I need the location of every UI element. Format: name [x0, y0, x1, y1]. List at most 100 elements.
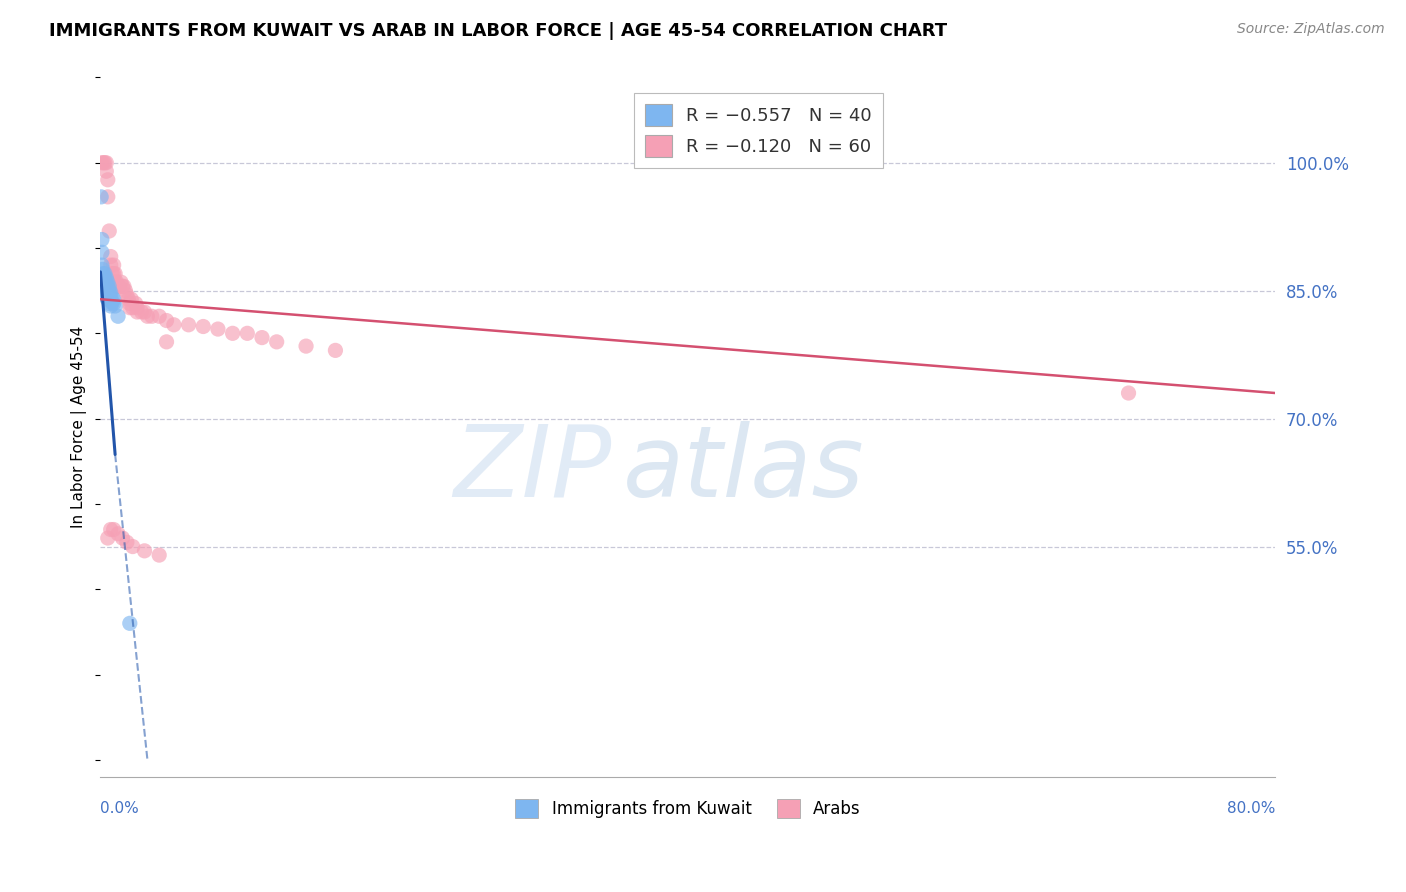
Point [98, 224, 121, 238]
Point [107, 279, 129, 293]
Point [97, 190, 120, 204]
Text: IMMIGRANTS FROM KUWAIT VS ARAB IN LABOR FORCE | AGE 45-54 CORRELATION CHART: IMMIGRANTS FROM KUWAIT VS ARAB IN LABOR … [49, 22, 948, 40]
Point [97, 292, 120, 306]
Point [100, 258, 122, 272]
Point [101, 267, 124, 281]
Point [107, 310, 129, 324]
Point [100, 250, 122, 264]
Point [118, 301, 141, 315]
Point [94, 284, 117, 298]
Point [90, 190, 112, 204]
Legend: Immigrants from Kuwait, Arabs: Immigrants from Kuwait, Arabs [509, 792, 868, 824]
Point [134, 305, 156, 319]
Point [93, 279, 115, 293]
Text: atlas: atlas [623, 421, 865, 517]
Point [148, 310, 170, 324]
Point [103, 296, 125, 310]
Point [100, 290, 122, 304]
Point [93, 275, 115, 289]
Point [97, 284, 120, 298]
Point [93, 267, 115, 281]
Point [90, 155, 112, 169]
Point [101, 275, 124, 289]
Point [97, 173, 120, 187]
Point [101, 295, 124, 310]
Point [103, 523, 125, 537]
Point [97, 531, 120, 545]
Point [103, 292, 125, 306]
Point [221, 326, 243, 341]
Point [94, 155, 117, 169]
Point [118, 616, 141, 631]
Point [155, 334, 177, 349]
Point [98, 292, 121, 306]
Point [117, 292, 139, 306]
Point [118, 296, 141, 310]
Point [127, 301, 149, 315]
Point [91, 262, 114, 277]
Text: Source: ZipAtlas.com: Source: ZipAtlas.com [1237, 22, 1385, 37]
Point [104, 275, 127, 289]
Point [207, 322, 229, 336]
Point [250, 330, 273, 344]
Point [108, 279, 131, 293]
Point [107, 526, 129, 541]
Point [93, 271, 115, 285]
Point [105, 279, 128, 293]
Point [103, 258, 125, 272]
Point [104, 267, 127, 281]
Text: 80.0%: 80.0% [1227, 801, 1275, 816]
Point [100, 299, 122, 313]
Point [125, 296, 148, 310]
Point [103, 267, 125, 281]
Point [100, 293, 122, 308]
Point [325, 343, 347, 358]
Point [98, 296, 121, 310]
Point [121, 301, 143, 315]
Point [112, 279, 135, 293]
Point [96, 155, 118, 169]
Point [127, 305, 149, 319]
Point [96, 282, 118, 296]
Point [94, 275, 117, 289]
Y-axis label: In Labor Force | Age 45-54: In Labor Force | Age 45-54 [72, 326, 87, 528]
Point [1118, 386, 1140, 401]
Point [105, 275, 128, 289]
Point [141, 310, 163, 324]
Point [96, 285, 118, 300]
Text: ZIP: ZIP [453, 421, 612, 517]
Point [114, 284, 136, 298]
Point [90, 258, 112, 272]
Point [101, 291, 124, 305]
Point [136, 310, 159, 324]
Point [115, 288, 138, 302]
Point [90, 245, 112, 260]
Point [121, 540, 143, 554]
Point [104, 299, 127, 313]
Point [94, 279, 117, 293]
Point [98, 284, 121, 298]
Point [295, 339, 318, 353]
Point [98, 288, 121, 302]
Point [96, 291, 118, 305]
Point [111, 531, 134, 545]
Point [115, 535, 138, 549]
Point [120, 292, 142, 306]
Point [97, 279, 120, 293]
Point [93, 155, 115, 169]
Point [148, 548, 170, 562]
Point [94, 267, 117, 281]
Point [131, 305, 153, 319]
Point [94, 271, 117, 285]
Point [134, 544, 156, 558]
Point [110, 275, 132, 289]
Point [96, 271, 118, 285]
Point [177, 318, 200, 332]
Point [100, 285, 122, 300]
Point [97, 288, 120, 302]
Point [111, 279, 134, 293]
Point [98, 279, 121, 293]
Text: 0.0%: 0.0% [100, 801, 139, 816]
Point [266, 334, 288, 349]
Point [97, 275, 120, 289]
